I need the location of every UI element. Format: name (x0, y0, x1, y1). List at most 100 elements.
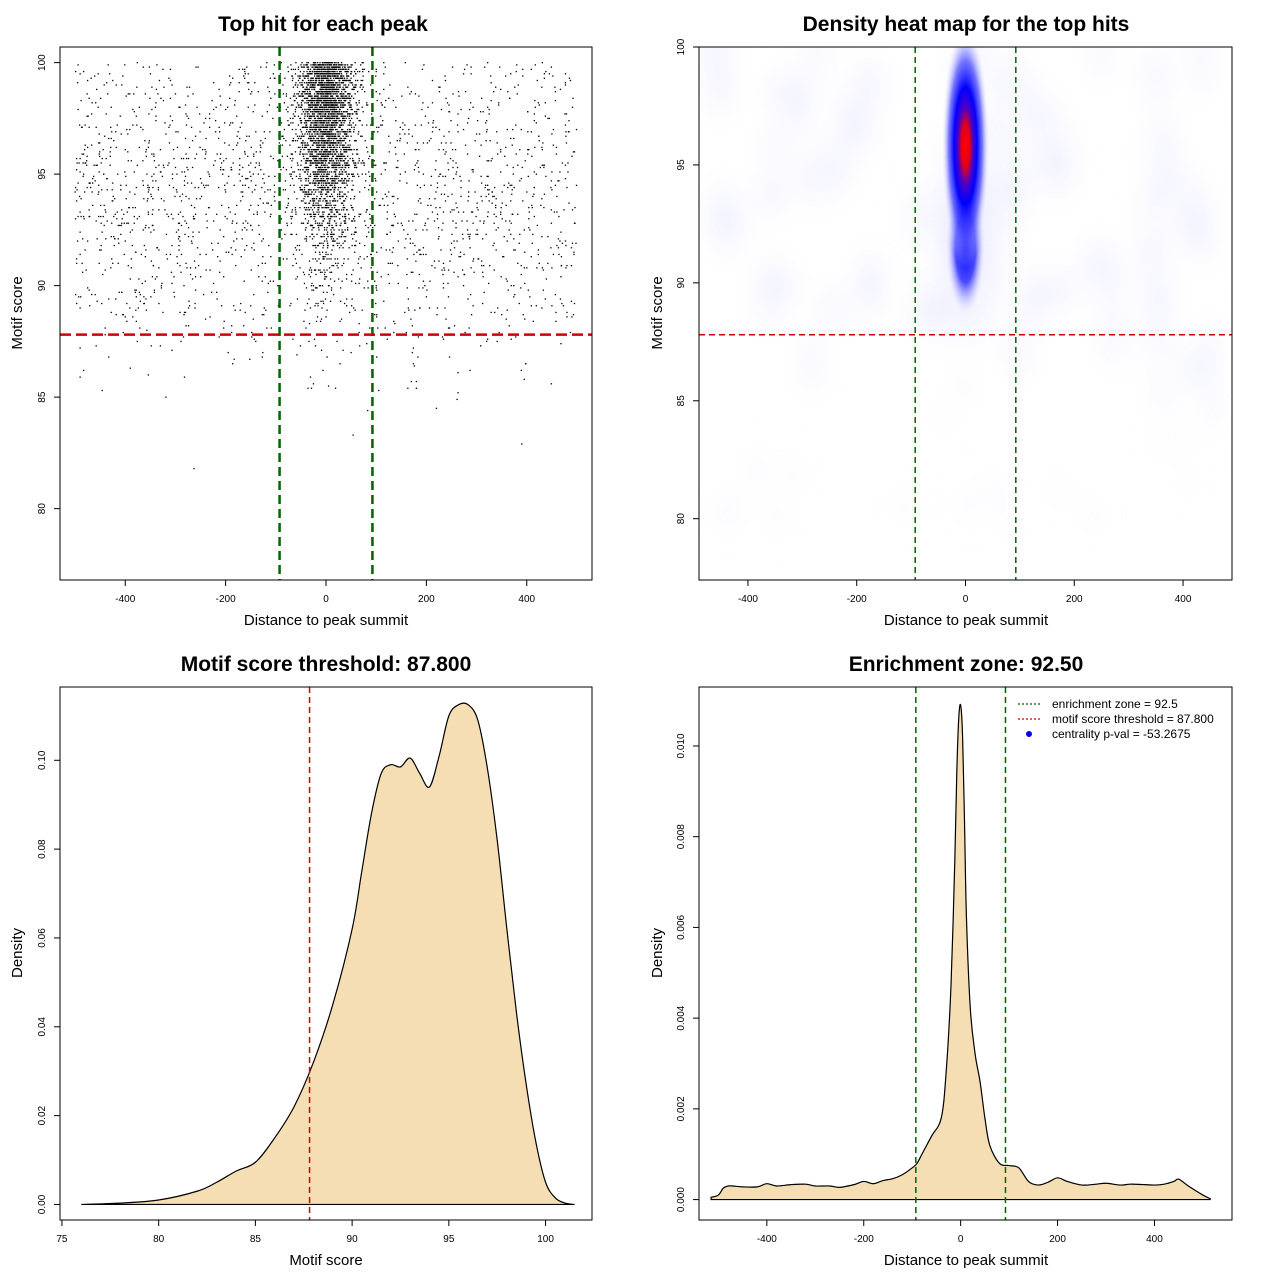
scatter-point (337, 133, 339, 135)
scatter-point (555, 320, 557, 323)
scatter-point (296, 93, 298, 95)
scatter-point (331, 115, 333, 117)
scatter-point (337, 153, 340, 155)
scatter-point (339, 144, 341, 146)
scatter-point (322, 258, 324, 260)
scatter-point (341, 95, 344, 97)
scatter-point (308, 260, 311, 262)
scatter-point (335, 175, 337, 178)
scatter-point (319, 224, 321, 227)
scatter-point (323, 68, 325, 71)
scatter-point (299, 75, 302, 77)
scatter-point (258, 164, 260, 166)
scatter-point (480, 175, 482, 178)
scatter-point (292, 95, 295, 97)
scatter-point (330, 104, 332, 106)
scatter-point (194, 186, 196, 189)
scatter-point (253, 242, 255, 244)
scatter-point (334, 182, 337, 184)
scatter-point (74, 293, 77, 296)
scatter-point (427, 122, 430, 124)
scatter-point (78, 195, 81, 198)
scatter-point (476, 206, 478, 209)
scatter-point (303, 282, 306, 285)
scatter-point (319, 73, 322, 75)
scatter-point (326, 269, 328, 271)
scatter-point (264, 191, 266, 193)
scatter-point (308, 131, 311, 133)
scatter-point (302, 200, 304, 202)
scatter-point (345, 95, 348, 97)
scatter-point (314, 140, 316, 142)
scatter-point (334, 91, 336, 93)
scatter-point (127, 264, 129, 267)
scatter-point (315, 182, 317, 184)
scatter-point (330, 102, 333, 104)
scatter-point (324, 126, 327, 128)
scatter-point (317, 140, 319, 142)
scatter-point (415, 229, 417, 231)
scatter-point (309, 84, 312, 86)
scatter-point (120, 189, 122, 191)
scatter-point (282, 189, 285, 191)
scatter-point (333, 164, 336, 166)
scatter-point (332, 227, 334, 229)
scatter-point (329, 271, 331, 273)
scatter-point (404, 247, 406, 249)
scatter-point (133, 171, 135, 173)
scatter-point (79, 307, 81, 309)
scatter-point (520, 128, 522, 131)
scatter-point (356, 166, 358, 169)
scatter-point (296, 298, 299, 300)
scatter-point (331, 102, 334, 104)
scatter-point (289, 305, 291, 307)
scatter-point (147, 186, 149, 189)
scatter-point (342, 349, 344, 351)
scatter-point (376, 99, 378, 102)
scatter-point (482, 276, 484, 278)
scatter-point (331, 184, 333, 186)
scatter-point (461, 233, 464, 236)
scatter-point (441, 229, 443, 231)
scatter-point (337, 177, 339, 180)
scatter-point (224, 142, 226, 144)
scatter-point (347, 148, 350, 151)
scatter-point (296, 86, 299, 88)
scatter-point (132, 124, 134, 126)
scatter-point (330, 193, 333, 195)
scatter-point (440, 193, 443, 195)
scatter-point (327, 62, 330, 64)
scatter-point (314, 64, 316, 66)
scatter-point (321, 88, 324, 91)
scatter-point (512, 166, 514, 169)
scatter-point (365, 173, 367, 175)
scatter-point (156, 247, 158, 249)
scatter-point (466, 64, 468, 66)
scatter-point (460, 195, 462, 198)
scatter-point (340, 95, 343, 97)
scatter-point (337, 97, 340, 99)
scatter-point (505, 220, 507, 222)
scatter-point (297, 93, 300, 95)
scatter-point (355, 102, 357, 104)
scatter-point (306, 166, 309, 169)
scatter-point (361, 124, 363, 126)
scatter-point (340, 77, 343, 79)
scatter-point (315, 273, 317, 276)
scatter-point (326, 64, 329, 66)
scatter-point (364, 91, 366, 93)
scatter-point (311, 144, 314, 146)
scatter-point (345, 173, 348, 175)
scatter-point (345, 298, 348, 300)
scatter-point (328, 124, 331, 126)
scatter-point (325, 253, 327, 256)
scatter-point (310, 155, 312, 157)
scatter-point (330, 84, 332, 86)
scatter-point (327, 82, 330, 84)
scatter-point (321, 153, 324, 155)
scatter-point (364, 244, 366, 247)
scatter-point (328, 146, 331, 149)
scatter-point (476, 119, 479, 122)
scatter-point (310, 160, 313, 162)
scatter-point (304, 115, 306, 117)
